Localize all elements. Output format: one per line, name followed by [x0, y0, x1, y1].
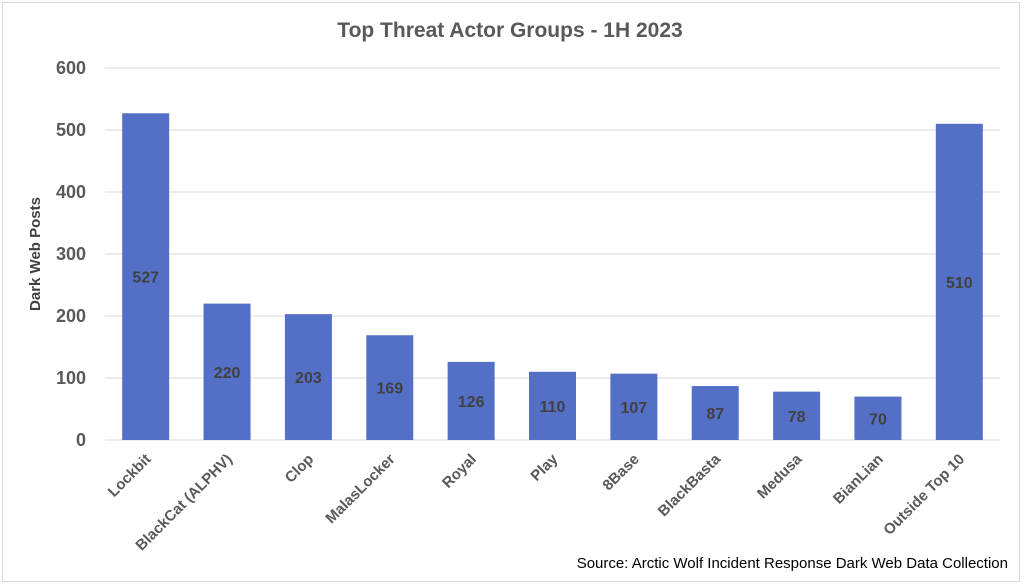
x-tick-label: 8Base — [599, 451, 642, 494]
x-tick-label: Play — [527, 450, 561, 484]
x-tick-label: Lockbit — [105, 451, 155, 501]
data-label: 107 — [621, 400, 648, 417]
bar-lockbit — [122, 113, 170, 440]
data-label: 510 — [946, 275, 973, 292]
y-tick-label: 300 — [56, 244, 86, 264]
bar-clop — [284, 314, 332, 440]
bar-malaslocker — [366, 335, 414, 440]
bar-blackbasta — [691, 386, 739, 440]
bar-medusa — [773, 391, 821, 440]
bar-bianlian — [854, 396, 902, 440]
bar-8base — [610, 373, 658, 440]
y-tick-label: 500 — [56, 120, 86, 140]
data-label: 87 — [706, 406, 724, 423]
x-tick-label: BlackBasta — [655, 450, 725, 520]
gridlines — [105, 67, 1000, 441]
y-tick-label: 400 — [56, 182, 86, 202]
x-tick-label: Medusa — [754, 450, 806, 502]
x-tick-label: Royal — [439, 451, 480, 492]
x-tick-label: Clop — [282, 451, 318, 487]
bar-royal — [447, 361, 495, 440]
data-label: 78 — [788, 409, 806, 426]
x-tick-label: MalasLocker — [322, 451, 398, 527]
bar-blackcat-alphv — [203, 303, 251, 440]
y-tick-label: 100 — [56, 368, 86, 388]
data-label: 203 — [295, 370, 322, 387]
data-label: 527 — [132, 270, 159, 287]
bars — [122, 113, 983, 441]
data-label: 70 — [869, 411, 887, 428]
data-label: 110 — [540, 399, 566, 416]
y-axis-ticks: 0 100 200 300 400 500 600 — [56, 58, 86, 450]
x-tick-label: Outside Top 10 — [880, 451, 968, 539]
y-tick-label: 600 — [56, 58, 86, 78]
y-tick-label: 0 — [76, 430, 86, 450]
source-note: Source: Arctic Wolf Incident Response Da… — [577, 555, 1008, 572]
y-tick-label: 200 — [56, 306, 86, 326]
x-tick-label: BianLian — [830, 451, 887, 508]
data-labels: 527 220 203 169 126 110 107 87 78 70 510 — [132, 270, 972, 429]
y-axis-label: Dark Web Posts — [27, 197, 44, 311]
data-label: 169 — [376, 381, 403, 398]
bar-play — [529, 371, 576, 440]
data-label: 220 — [214, 365, 241, 382]
chart-title: Top Threat Actor Groups - 1H 2023 — [337, 19, 682, 42]
data-label: 126 — [458, 394, 485, 411]
bar-outside-top-10 — [935, 123, 983, 441]
